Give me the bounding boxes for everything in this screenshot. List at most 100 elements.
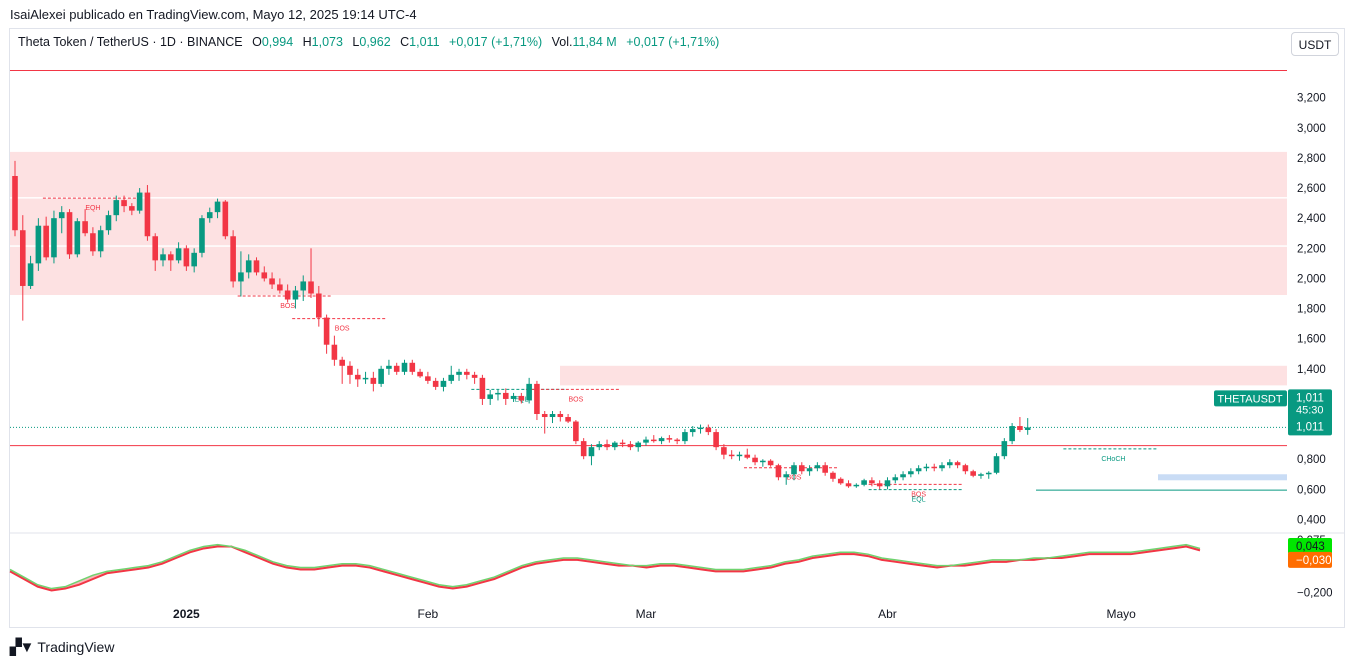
- candle-body: [323, 317, 330, 345]
- candle-body: [962, 465, 969, 472]
- candle-body: [308, 281, 314, 294]
- symbol-title[interactable]: Theta Token / TetherUS · 1D · BINANCE: [18, 35, 243, 49]
- candle-body: [674, 439, 680, 442]
- candle-body: [58, 212, 65, 219]
- candle-body: [837, 478, 844, 484]
- candle-body: [557, 414, 564, 418]
- candle-body: [206, 212, 213, 219]
- price-axis-tick: 0,600: [1297, 484, 1326, 496]
- candle-body: [82, 221, 88, 234]
- candle-body: [12, 175, 18, 231]
- candle-body: [806, 468, 813, 472]
- candle-body: [775, 465, 782, 478]
- low-label: L: [352, 35, 360, 49]
- candle-body: [588, 447, 595, 457]
- candle-body: [682, 432, 688, 442]
- candle-body: [300, 281, 307, 291]
- candle-body: [386, 365, 392, 369]
- structure-label-bos: BOS: [280, 303, 295, 310]
- candle-body: [791, 465, 797, 475]
- currency-button[interactable]: USDT: [1291, 32, 1339, 56]
- tradingview-branding[interactable]: ▞▼ TradingView: [10, 638, 114, 656]
- support-zone: [1158, 474, 1287, 481]
- candle-body: [619, 442, 626, 445]
- candle-body: [347, 365, 353, 375]
- candle-body: [697, 427, 704, 430]
- candle-body: [947, 462, 953, 466]
- structure-label-eqh: EQH: [85, 205, 100, 212]
- candle-body: [736, 454, 743, 457]
- candle-body: [869, 480, 875, 484]
- time-axis-label: Abr: [878, 607, 897, 621]
- chart-frame[interactable]: [9, 28, 1345, 628]
- candle-body: [316, 293, 322, 318]
- candle-body: [541, 414, 548, 418]
- candle-body: [658, 438, 665, 442]
- candle-body: [261, 272, 268, 279]
- candle-body: [744, 454, 751, 458]
- price-axis-tick: 2,200: [1297, 243, 1326, 255]
- candle-body: [175, 248, 182, 261]
- candle-body: [580, 441, 587, 457]
- last-price-value: 1,011: [1296, 392, 1324, 404]
- candle-body: [549, 414, 556, 418]
- candle-body: [884, 480, 891, 487]
- candle-body: [713, 432, 719, 448]
- structure-label-choch: CHoCH: [1101, 456, 1125, 463]
- candle-body: [689, 429, 696, 433]
- candle-body: [845, 483, 852, 487]
- oscillator-signal-line: [9, 545, 1201, 592]
- candle-body: [783, 474, 790, 478]
- candle-body: [604, 444, 610, 448]
- candle-body: [136, 192, 143, 211]
- candle-body: [66, 212, 73, 255]
- resistance-zone: [10, 246, 1287, 295]
- candle-body: [245, 260, 252, 273]
- candle-body: [876, 483, 883, 487]
- candle-body: [752, 457, 758, 463]
- change-value: +0,017 (+1,71%): [449, 35, 543, 49]
- candle-body: [277, 284, 283, 291]
- candle-body: [292, 290, 299, 300]
- candle-body: [362, 377, 369, 380]
- tradingview-logo-text: TradingView: [37, 639, 115, 655]
- candle-body: [393, 365, 400, 372]
- candle-body: [74, 221, 81, 255]
- price-axis-tick: 1,800: [1297, 304, 1326, 316]
- oscillator-value-tag-bg: [1288, 537, 1332, 554]
- candle-body: [767, 460, 774, 466]
- candle-body: [923, 466, 930, 469]
- candle-body: [985, 472, 992, 475]
- candle-body: [199, 218, 205, 253]
- candle-body: [627, 444, 634, 448]
- candle-body: [19, 230, 26, 286]
- candle-body: [1001, 441, 1008, 457]
- candle-body: [1009, 426, 1015, 442]
- candle-body: [479, 377, 486, 399]
- candles-group: [12, 160, 1031, 490]
- close-label: C: [400, 35, 410, 49]
- resistance-zone: [10, 151, 1287, 198]
- price-axis-tick: 3,000: [1297, 123, 1326, 135]
- time-axis-label: Feb: [418, 607, 439, 621]
- candle-body: [635, 442, 641, 448]
- tradingview-logo-icon: ▞▼: [10, 639, 34, 656]
- candle-body: [152, 236, 159, 261]
- close-value: 1,011: [409, 35, 440, 49]
- candle-body: [97, 230, 104, 252]
- candle-body: [970, 471, 976, 476]
- structure-label-bos: BOS: [568, 396, 583, 403]
- candle-body: [954, 462, 961, 466]
- candle-body: [853, 484, 860, 487]
- candle-body: [830, 472, 836, 479]
- structure-label-bos: BOS: [335, 326, 350, 333]
- time-axis-label: 2025: [173, 607, 200, 621]
- price-axis-tick: 1,600: [1297, 334, 1326, 346]
- candle-body: [705, 427, 712, 433]
- candle-body: [35, 225, 42, 264]
- candle-body: [1024, 427, 1031, 430]
- candle-body: [502, 392, 509, 399]
- candle-body: [253, 260, 260, 273]
- symbol-price-tag-label: THETAUSDT: [1217, 393, 1282, 405]
